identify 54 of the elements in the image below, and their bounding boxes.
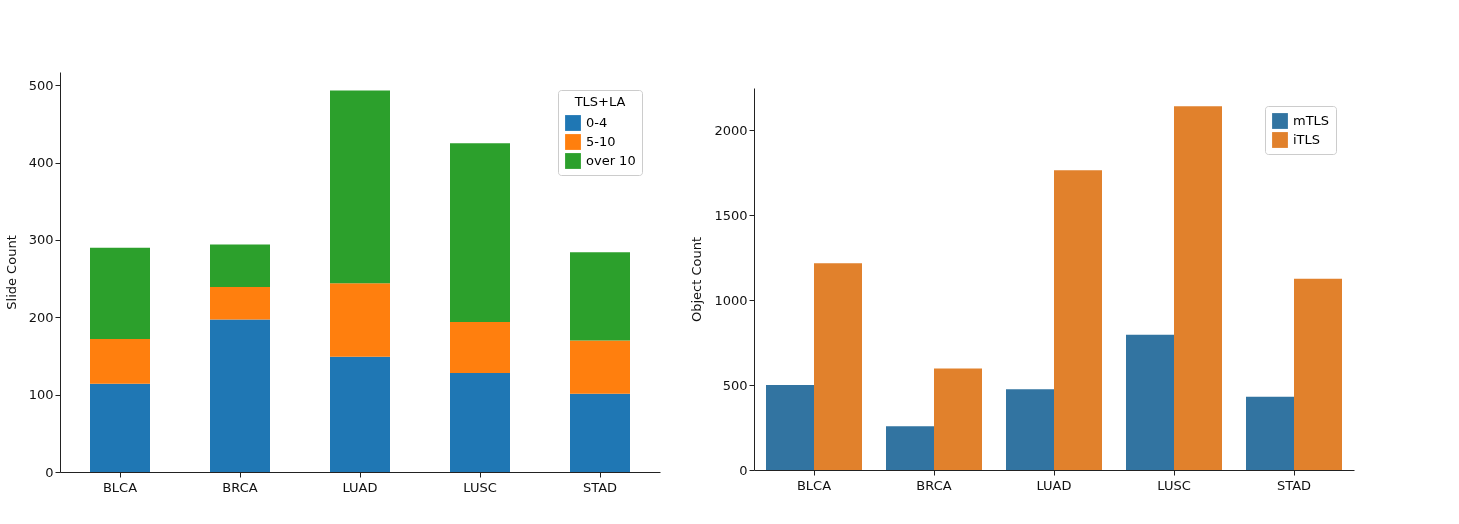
- bar: [450, 143, 510, 322]
- bar: [1126, 334, 1174, 470]
- bar: [766, 385, 814, 470]
- legend-label: over 10: [586, 153, 636, 168]
- legend-label: 5-10: [586, 134, 616, 149]
- x-tick-label: BRCA: [222, 479, 258, 495]
- y-tick-label: 400: [28, 155, 54, 171]
- bar: [886, 426, 934, 470]
- y-tick-label: 0: [739, 462, 748, 478]
- legend-label: 0-4: [586, 115, 608, 130]
- bar: [450, 372, 510, 472]
- bar: [330, 356, 390, 472]
- legend-label: iTLS: [1293, 132, 1321, 147]
- bar: [90, 383, 150, 472]
- x-tick-label: BLCA: [796, 477, 832, 493]
- y-tick-label: 2000: [714, 122, 748, 138]
- y-tick-label: 1500: [714, 207, 748, 223]
- bar: [1006, 389, 1054, 470]
- x-tick-label: LUSC: [1157, 477, 1191, 493]
- bar: [1174, 106, 1222, 470]
- y-tick-label: 500: [722, 377, 748, 393]
- y-tick-label: 0: [45, 464, 54, 480]
- y-tick-label: 200: [28, 309, 54, 325]
- bar: [570, 340, 630, 394]
- y-axis-title: Object Count: [689, 236, 705, 323]
- bar: [90, 338, 150, 384]
- x-tick-label: STAD: [582, 479, 618, 495]
- bar: [210, 319, 270, 472]
- x-tick-label: LUAD: [342, 479, 378, 495]
- bar: [1054, 170, 1102, 470]
- x-tick-label: LUSC: [463, 479, 497, 495]
- bar: [330, 90, 390, 284]
- legend-title: TLS+LA: [573, 94, 626, 109]
- y-tick-label: 1000: [714, 292, 748, 308]
- bar: [210, 244, 270, 288]
- x-tick-label: BRCA: [916, 477, 952, 493]
- x-tick-label: LUAD: [1036, 477, 1072, 493]
- bar: [1294, 278, 1342, 470]
- bar: [90, 247, 150, 339]
- y-axis-title: Slide Count: [3, 235, 19, 310]
- bar: [570, 393, 630, 472]
- legend-label: mTLS: [1293, 113, 1330, 128]
- bar: [814, 263, 862, 470]
- bar: [330, 283, 390, 357]
- bar: [570, 252, 630, 341]
- bar: [210, 287, 270, 320]
- x-tick-label: STAD: [1276, 477, 1312, 493]
- y-tick-label: 300: [28, 232, 54, 248]
- y-tick-label: 500: [28, 77, 54, 93]
- y-tick-label: 100: [28, 387, 54, 403]
- bar: [1246, 396, 1294, 470]
- bar: [934, 368, 982, 470]
- bar: [450, 321, 510, 373]
- x-tick-label: BLCA: [102, 479, 138, 495]
